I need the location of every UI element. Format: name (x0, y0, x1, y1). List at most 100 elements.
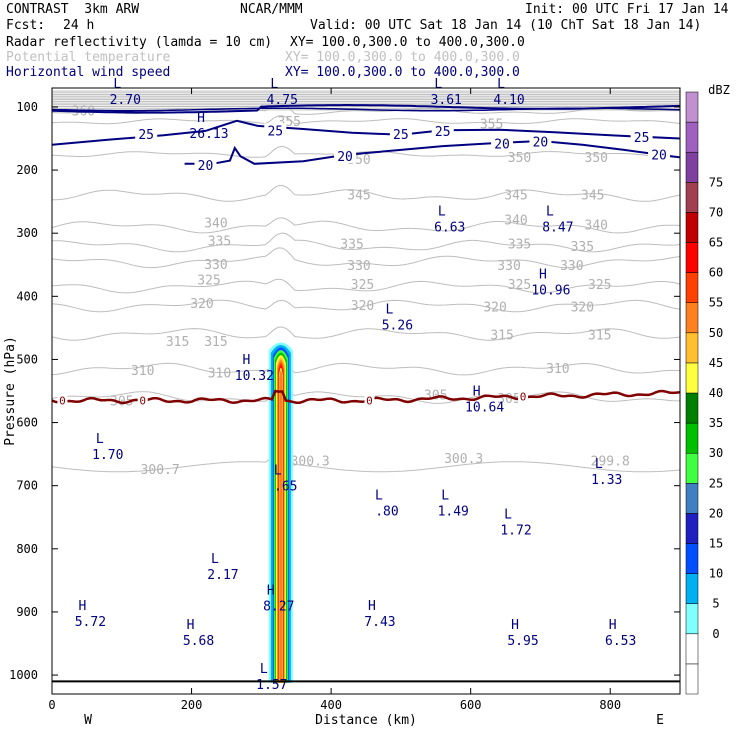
extremum-kind: L (375, 489, 383, 504)
theta-contour-320 (52, 299, 680, 313)
theta-contour-330 (52, 247, 680, 269)
theta-label: 325 (197, 274, 220, 289)
extremum-kind: H (197, 111, 205, 126)
freezing-marker: 0 (139, 394, 146, 407)
extremum-value: 4.75 (267, 93, 298, 108)
freezing-marker-bg (137, 394, 148, 407)
colorbar-cell (685, 212, 699, 243)
wind-label: 20 (198, 159, 214, 174)
theta-label: 320 (483, 301, 506, 316)
wind-label: 20 (337, 150, 353, 165)
theta-label: 325 (508, 278, 531, 293)
theta-label: 335 (208, 234, 231, 249)
freezing-marker: 0 (59, 394, 66, 407)
theta-label: 335 (508, 238, 531, 253)
forecast-hour: 24 h (63, 18, 95, 33)
x-axis-label: Distance (km) (315, 713, 417, 728)
extremum-kind: H (511, 618, 519, 633)
theta-label: 350 (585, 151, 608, 166)
wind-label-bg (630, 130, 653, 145)
wind-label-bg (491, 136, 514, 151)
extremum-value: .65 (274, 479, 297, 494)
extremum-value: 1.70 (92, 448, 123, 463)
wind-label: 20 (533, 136, 549, 151)
x-tick-label: 800 (599, 698, 621, 712)
theta-label: 299.8 (591, 455, 630, 470)
wind-label: 20 (651, 148, 667, 163)
extremum-value: 1.33 (591, 473, 622, 488)
theta-label: 315 (204, 335, 227, 350)
colorbar-cell (685, 483, 699, 514)
x-tick-label: 0 (48, 698, 55, 712)
y-tick-label: 700 (16, 479, 38, 493)
wind-label: 25 (138, 128, 154, 143)
extremum-kind: L (595, 457, 603, 472)
extremum-kind: L (260, 662, 268, 677)
colorbar-label: 70 (709, 205, 723, 219)
wind-label: 25 (393, 128, 409, 143)
extremum-value: 6.63 (434, 221, 465, 236)
field-reflectivity-name: Radar reflectivity (lamda = 10 cm) (6, 35, 273, 50)
extremum-kind: H (609, 618, 617, 633)
colorbar-label: 60 (709, 266, 723, 280)
colorbar-cell (685, 422, 699, 454)
y-tick-label: 600 (16, 416, 38, 430)
extremum-kind: H (539, 268, 547, 283)
extremum-kind: L (497, 77, 505, 92)
extremum-value: 5.72 (75, 615, 106, 630)
colorbar-label: 40 (709, 386, 723, 400)
freezing-marker-bg (518, 390, 528, 403)
colorbar-cell (685, 513, 699, 544)
freezing-level: 0 0 0 0 (52, 389, 680, 407)
extremum-kind: H (267, 583, 275, 598)
theta-label: 315 (588, 328, 611, 343)
extremum-kind: L (441, 489, 449, 504)
theta-contour-360 (52, 102, 680, 115)
wind-label-bg (389, 127, 412, 142)
colorbar: 0 5 10 15 20 25 30 35 40 45 50 55 60 65 70 75 dBZ (685, 83, 730, 695)
colorbar-cell (685, 452, 699, 484)
theta-label: 345 (581, 188, 604, 203)
extremum-value: 10.64 (465, 400, 504, 415)
theta-label: 330 (497, 259, 520, 274)
theta-label: 335 (571, 240, 594, 255)
wind-label-bg (648, 147, 671, 162)
extremum-kind: L (438, 205, 446, 220)
y-axis-label: Pressure (hPa) (3, 336, 18, 446)
extremum-value: 1.49 (438, 505, 469, 520)
colorbar-cell (685, 302, 699, 334)
extremum-kind: L (504, 508, 512, 523)
extremum-kind: L (274, 463, 282, 478)
extremum-kind: L (113, 77, 121, 92)
plot-frame (51, 87, 681, 695)
theta-label: 345 (347, 188, 370, 203)
theta-label: 300.7 (141, 463, 180, 478)
extremum-kind: H (242, 353, 250, 368)
extremum-kind: L (434, 77, 442, 92)
freezing-marker: 0 (520, 391, 527, 404)
theta-contour-315 (52, 326, 680, 341)
colorbar-label: 45 (709, 356, 723, 370)
colorbar-label: 5 (712, 597, 719, 611)
colorbar-cell (685, 332, 699, 364)
extrema-labels: L2.70L4.75L3.61L4.10H26.13L6.63L8.47H10.… (75, 77, 637, 693)
extremum-value: 5.26 (382, 318, 413, 333)
extremum-value: 8.27 (263, 599, 294, 614)
theta-label: 300.3 (444, 452, 483, 467)
colorbar-cell (685, 633, 699, 665)
colorbar-cell (685, 151, 699, 183)
colorbar-unit: dBZ (708, 83, 730, 97)
theta-contour-325 (52, 278, 680, 294)
colorbar-label: 10 (709, 567, 723, 581)
extremum-value: 10.96 (531, 284, 570, 299)
extremum-value: 6.53 (605, 634, 636, 649)
theta-contour-355 (52, 115, 680, 125)
theta-contour-335 (52, 232, 680, 253)
theta-contour-350 (52, 145, 680, 158)
theta-label: 325 (351, 278, 374, 293)
colorbar-cell (685, 362, 699, 394)
extremum-kind: H (187, 618, 195, 633)
wind-label-bg (194, 158, 217, 173)
